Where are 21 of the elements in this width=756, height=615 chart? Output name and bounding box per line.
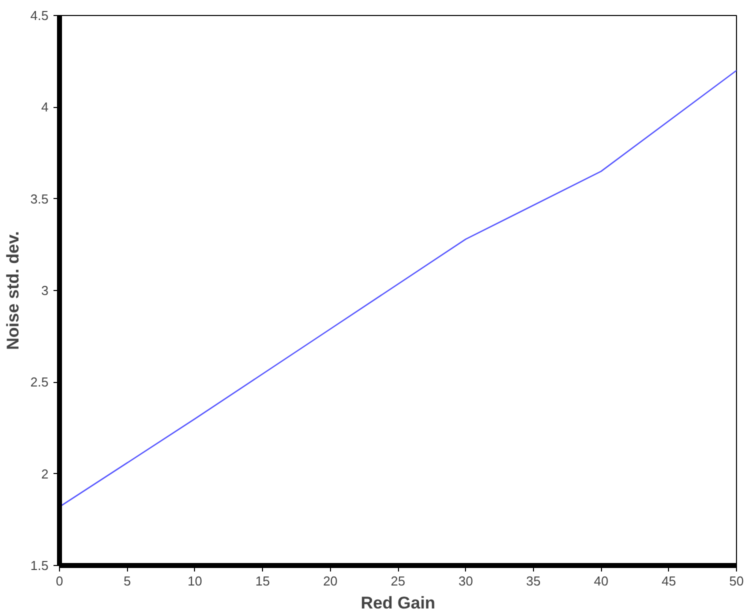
x-tick-label: 0 <box>56 574 64 588</box>
y-tick-label: 2 <box>41 466 49 482</box>
x-tick-label: 5 <box>124 574 131 588</box>
x-axis-title: Red Gain <box>360 594 436 612</box>
y-tick-label: 3.5 <box>30 191 49 206</box>
x-tick-label: 50 <box>729 574 744 588</box>
y-tick-label: 4 <box>41 100 49 115</box>
x-tick-label: 10 <box>188 574 202 588</box>
x-tick-label: 35 <box>526 574 541 588</box>
x-tick-label: 25 <box>390 574 406 588</box>
y-tick-label: 1.5 <box>30 558 49 573</box>
x-tick-label: 15 <box>255 574 270 588</box>
y-tick-label: 4.5 <box>30 8 49 23</box>
x-tick-label: 20 <box>323 574 338 588</box>
line-series <box>60 70 736 508</box>
y-tick-label: 3 <box>41 283 49 298</box>
x-tick-label: 45 <box>662 574 676 588</box>
y-tick-label: 2.5 <box>30 374 49 390</box>
x-tick-label: 30 <box>458 574 473 588</box>
y-axis-title: Noise std. dev. <box>3 231 22 350</box>
x-tick-label: 40 <box>594 574 608 588</box>
